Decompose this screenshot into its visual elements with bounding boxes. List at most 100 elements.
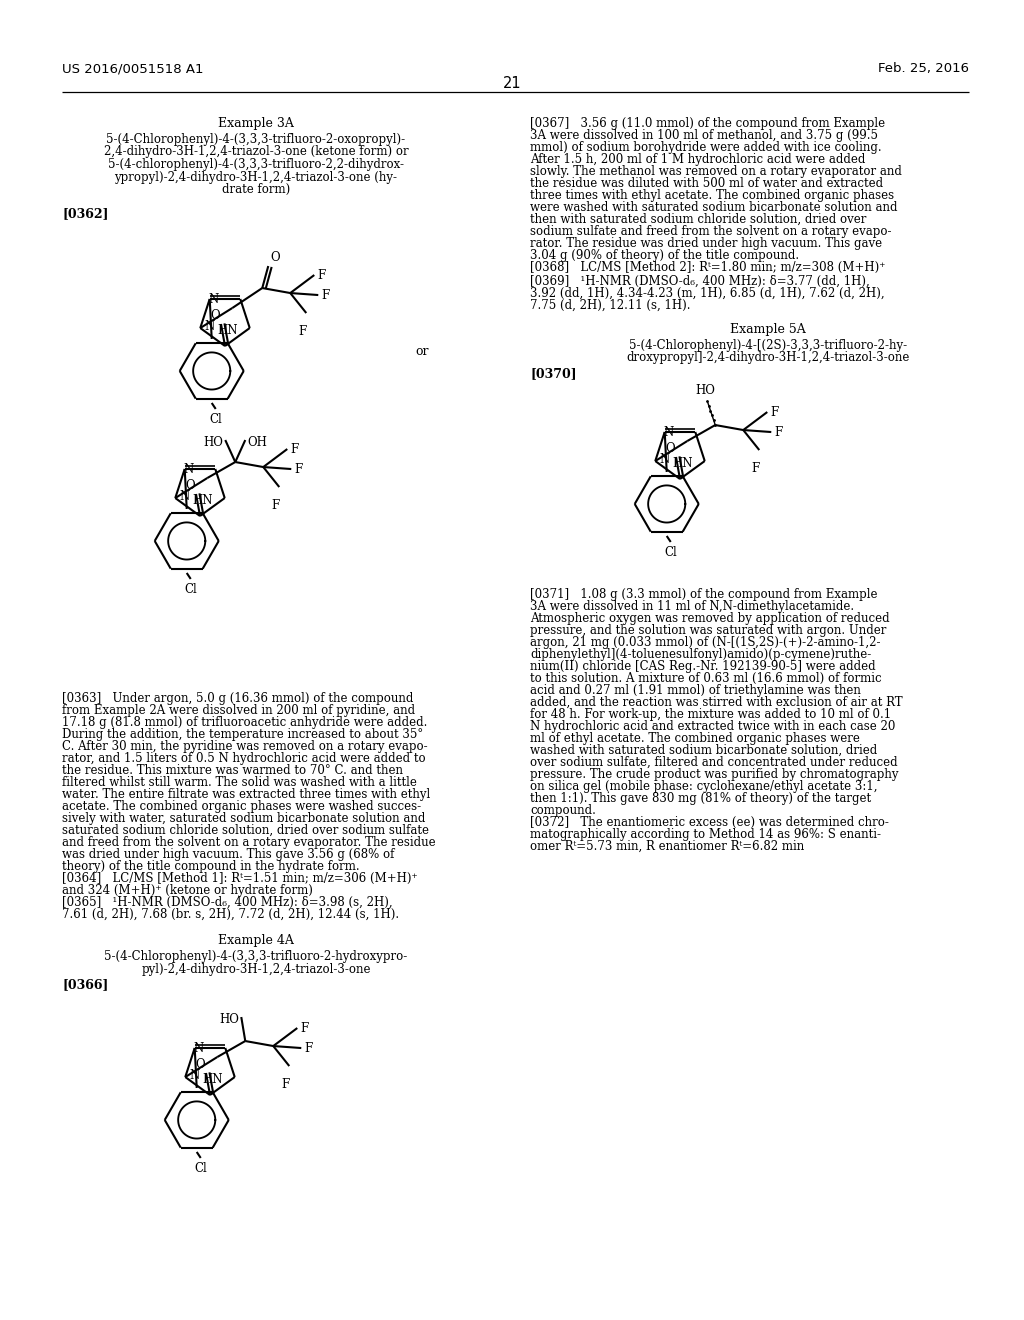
- Text: on silica gel (mobile phase: cyclohexane/ethyl acetate 3:1,: on silica gel (mobile phase: cyclohexane…: [530, 780, 878, 793]
- Text: pressure, and the solution was saturated with argon. Under: pressure, and the solution was saturated…: [530, 624, 887, 638]
- Text: ypropyl)-2,4-dihydro-3H-1,2,4-triazol-3-one (hy-: ypropyl)-2,4-dihydro-3H-1,2,4-triazol-3-…: [115, 170, 397, 183]
- Text: N: N: [208, 293, 218, 306]
- Text: mmol) of sodium borohydride were added with ice cooling.: mmol) of sodium borohydride were added w…: [530, 141, 882, 154]
- Text: 7.61 (d, 2H), 7.68 (br. s, 2H), 7.72 (d, 2H), 12.44 (s, 1H).: 7.61 (d, 2H), 7.68 (br. s, 2H), 7.72 (d,…: [62, 908, 399, 921]
- Text: rator, and 1.5 liters of 0.5 N hydrochloric acid were added to: rator, and 1.5 liters of 0.5 N hydrochlo…: [62, 752, 426, 766]
- Text: 5-(4-Chlorophenyl)-4-[(2S)-3,3,3-trifluoro-2-hy-: 5-(4-Chlorophenyl)-4-[(2S)-3,3,3-trifluo…: [629, 339, 907, 352]
- Text: N hydrochloric acid and extracted twice with in each case 20: N hydrochloric acid and extracted twice …: [530, 719, 895, 733]
- Text: theory) of the title compound in the hydrate form.: theory) of the title compound in the hyd…: [62, 861, 359, 873]
- Text: [0365]   ¹H-NMR (DMSO-d₆, 400 MHz): δ=3.98 (s, 2H),: [0365] ¹H-NMR (DMSO-d₆, 400 MHz): δ=3.98…: [62, 896, 392, 909]
- Text: F: F: [290, 442, 299, 455]
- Text: C. After 30 min, the pyridine was removed on a rotary evapo-: C. After 30 min, the pyridine was remove…: [62, 741, 428, 752]
- Text: F: F: [770, 405, 778, 418]
- Text: 5-(4-chlorophenyl)-4-(3,3,3-trifluoro-2,2-dihydrox-: 5-(4-chlorophenyl)-4-(3,3,3-trifluoro-2,…: [108, 158, 404, 172]
- Text: droxypropyl]-2,4-dihydro-3H-1,2,4-triazol-3-one: droxypropyl]-2,4-dihydro-3H-1,2,4-triazo…: [627, 351, 909, 364]
- Text: diphenylethyl](4-toluenesulfonyl)amido)(p-cymene)ruthe-: diphenylethyl](4-toluenesulfonyl)amido)(…: [530, 648, 871, 661]
- Text: washed with saturated sodium bicarbonate solution, dried: washed with saturated sodium bicarbonate…: [530, 744, 878, 756]
- Text: F: F: [300, 1022, 308, 1035]
- Text: water. The entire filtrate was extracted three times with ethyl: water. The entire filtrate was extracted…: [62, 788, 430, 801]
- Text: [0363]   Under argon, 5.0 g (16.36 mmol) of the compound: [0363] Under argon, 5.0 g (16.36 mmol) o…: [62, 692, 414, 705]
- Text: F: F: [317, 268, 326, 281]
- Text: from Example 2A were dissolved in 200 ml of pyridine, and: from Example 2A were dissolved in 200 ml…: [62, 704, 415, 717]
- Text: O: O: [666, 442, 675, 455]
- Text: Cl: Cl: [665, 546, 677, 558]
- Text: three times with ethyl acetate. The combined organic phases: three times with ethyl acetate. The comb…: [530, 189, 894, 202]
- Text: sodium sulfate and freed from the solvent on a rotary evapo-: sodium sulfate and freed from the solven…: [530, 224, 892, 238]
- Text: HO: HO: [219, 1012, 240, 1026]
- Text: compound.: compound.: [530, 804, 596, 817]
- Text: over sodium sulfate, filtered and concentrated under reduced: over sodium sulfate, filtered and concen…: [530, 756, 898, 770]
- Text: N: N: [204, 319, 214, 333]
- Text: [0368]   LC/MS [Method 2]: Rᵗ=1.80 min; m/z=308 (M+H)⁺: [0368] LC/MS [Method 2]: Rᵗ=1.80 min; m/…: [530, 261, 886, 275]
- Text: 5-(4-Chlorophenyl)-4-(3,3,3-trifluoro-2-hydroxypro-: 5-(4-Chlorophenyl)-4-(3,3,3-trifluoro-2-…: [104, 950, 408, 964]
- Text: [0370]: [0370]: [530, 367, 577, 380]
- Text: acid and 0.27 ml (1.91 mmol) of triethylamine was then: acid and 0.27 ml (1.91 mmol) of triethyl…: [530, 684, 861, 697]
- Text: [0366]: [0366]: [62, 978, 109, 991]
- Text: OH: OH: [247, 436, 267, 449]
- Text: 3A were dissolved in 100 ml of methanol, and 3.75 g (99.5: 3A were dissolved in 100 ml of methanol,…: [530, 129, 878, 143]
- Text: HN: HN: [218, 323, 239, 337]
- Text: 17.18 g (81.8 mmol) of trifluoroacetic anhydride were added.: 17.18 g (81.8 mmol) of trifluoroacetic a…: [62, 715, 427, 729]
- Text: and 324 (M+H)⁺ (ketone or hydrate form): and 324 (M+H)⁺ (ketone or hydrate form): [62, 884, 313, 898]
- Text: was dried under high vacuum. This gave 3.56 g (68% of: was dried under high vacuum. This gave 3…: [62, 847, 394, 861]
- Text: 3.92 (dd, 1H), 4.34-4.23 (m, 1H), 6.85 (d, 1H), 7.62 (d, 2H),: 3.92 (dd, 1H), 4.34-4.23 (m, 1H), 6.85 (…: [530, 286, 885, 300]
- Text: the residue was diluted with 500 ml of water and extracted: the residue was diluted with 500 ml of w…: [530, 177, 883, 190]
- Text: After 1.5 h, 200 ml of 1 M hydrochloric acid were added: After 1.5 h, 200 ml of 1 M hydrochloric …: [530, 153, 865, 166]
- Text: to this solution. A mixture of 0.63 ml (16.6 mmol) of formic: to this solution. A mixture of 0.63 ml (…: [530, 672, 882, 685]
- Text: HO: HO: [204, 436, 223, 449]
- Text: HN: HN: [203, 1073, 223, 1085]
- Text: F: F: [298, 325, 306, 338]
- Text: US 2016/0051518 A1: US 2016/0051518 A1: [62, 62, 204, 75]
- Text: Cl: Cl: [195, 1162, 207, 1175]
- Text: sively with water, saturated sodium bicarbonate solution and: sively with water, saturated sodium bica…: [62, 812, 425, 825]
- Text: the residue. This mixture was warmed to 70° C. and then: the residue. This mixture was warmed to …: [62, 764, 403, 777]
- Text: Example 5A: Example 5A: [730, 323, 806, 337]
- Text: Example 4A: Example 4A: [218, 935, 294, 946]
- Text: HN: HN: [193, 494, 213, 507]
- Text: Atmospheric oxygen was removed by application of reduced: Atmospheric oxygen was removed by applic…: [530, 612, 890, 624]
- Text: F: F: [282, 1078, 290, 1092]
- Text: and freed from the solvent on a rotary evaporator. The residue: and freed from the solvent on a rotary e…: [62, 836, 435, 849]
- Text: F: F: [304, 1041, 312, 1055]
- Text: F: F: [294, 462, 302, 475]
- Text: N: N: [659, 453, 670, 466]
- Text: N: N: [189, 1068, 200, 1081]
- Text: were washed with saturated sodium bicarbonate solution and: were washed with saturated sodium bicarb…: [530, 201, 897, 214]
- Text: Example 3A: Example 3A: [218, 117, 294, 129]
- Text: [0367]   3.56 g (11.0 mmol) of the compound from Example: [0367] 3.56 g (11.0 mmol) of the compoun…: [530, 117, 885, 129]
- Text: N: N: [183, 463, 194, 477]
- Text: During the addition, the temperature increased to about 35°: During the addition, the temperature inc…: [62, 729, 423, 741]
- Text: O: O: [196, 1059, 205, 1071]
- Text: drate form): drate form): [222, 183, 290, 195]
- Text: N: N: [663, 426, 674, 440]
- Text: [0372]   The enantiomeric excess (ee) was determined chro-: [0372] The enantiomeric excess (ee) was …: [530, 816, 889, 829]
- Text: O: O: [210, 309, 220, 322]
- Text: slowly. The methanol was removed on a rotary evaporator and: slowly. The methanol was removed on a ro…: [530, 165, 902, 178]
- Text: 7.75 (d, 2H), 12.11 (s, 1H).: 7.75 (d, 2H), 12.11 (s, 1H).: [530, 300, 690, 312]
- Text: F: F: [774, 425, 782, 438]
- Text: [0364]   LC/MS [Method 1]: Rᵗ=1.51 min; m/z=306 (M+H)⁺: [0364] LC/MS [Method 1]: Rᵗ=1.51 min; m/…: [62, 873, 418, 884]
- Text: omer Rᵗ=5.73 min, R enantiomer Rᵗ=6.82 min: omer Rᵗ=5.73 min, R enantiomer Rᵗ=6.82 m…: [530, 840, 804, 853]
- Text: O: O: [270, 251, 280, 264]
- Text: argon, 21 mg (0.033 mmol) of (N-[(1S,2S)-(+)-2-amino-1,2-: argon, 21 mg (0.033 mmol) of (N-[(1S,2S)…: [530, 636, 881, 649]
- Text: Feb. 25, 2016: Feb. 25, 2016: [878, 62, 969, 75]
- Text: added, and the reaction was stirred with exclusion of air at RT: added, and the reaction was stirred with…: [530, 696, 902, 709]
- Text: matographically according to Method 14 as 96%: S enanti-: matographically according to Method 14 a…: [530, 828, 881, 841]
- Text: HO: HO: [695, 384, 715, 397]
- Text: rator. The residue was dried under high vacuum. This gave: rator. The residue was dried under high …: [530, 238, 882, 249]
- Text: ml of ethyl acetate. The combined organic phases were: ml of ethyl acetate. The combined organi…: [530, 733, 860, 744]
- Text: [0369]   ¹H-NMR (DMSO-d₆, 400 MHz): δ=3.77 (dd, 1H),: [0369] ¹H-NMR (DMSO-d₆, 400 MHz): δ=3.77…: [530, 275, 869, 288]
- Text: then with saturated sodium chloride solution, dried over: then with saturated sodium chloride solu…: [530, 213, 866, 226]
- Text: saturated sodium chloride solution, dried over sodium sulfate: saturated sodium chloride solution, drie…: [62, 824, 429, 837]
- Text: acetate. The combined organic phases were washed succes-: acetate. The combined organic phases wer…: [62, 800, 421, 813]
- Text: pyl)-2,4-dihydro-3H-1,2,4-triazol-3-one: pyl)-2,4-dihydro-3H-1,2,4-triazol-3-one: [141, 962, 371, 975]
- Text: F: F: [752, 462, 760, 475]
- Text: pressure. The crude product was purified by chromatography: pressure. The crude product was purified…: [530, 768, 898, 781]
- Text: for 48 h. For work-up, the mixture was added to 10 ml of 0.1: for 48 h. For work-up, the mixture was a…: [530, 708, 891, 721]
- Text: [0371]   1.08 g (3.3 mmol) of the compound from Example: [0371] 1.08 g (3.3 mmol) of the compound…: [530, 587, 878, 601]
- Text: [0362]: [0362]: [62, 207, 109, 220]
- Text: F: F: [271, 499, 280, 512]
- Text: N: N: [194, 1043, 204, 1056]
- Text: N: N: [179, 490, 189, 503]
- Text: F: F: [322, 289, 330, 301]
